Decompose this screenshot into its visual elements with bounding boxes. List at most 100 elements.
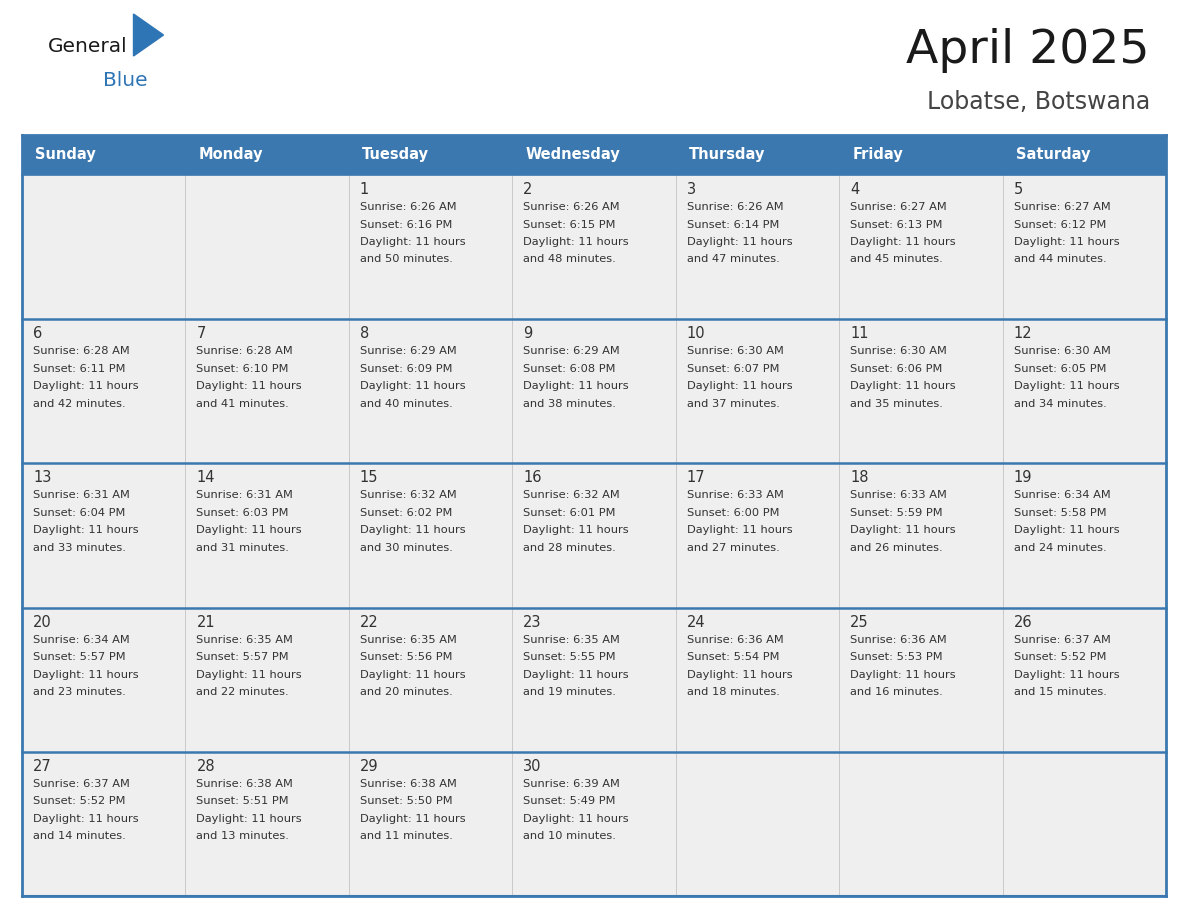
Text: Thursday: Thursday	[689, 148, 765, 162]
Text: Sunset: 5:57 PM: Sunset: 5:57 PM	[33, 652, 126, 662]
Bar	[839, 135, 1003, 175]
Text: Sunset: 6:10 PM: Sunset: 6:10 PM	[196, 364, 289, 374]
Text: Sunrise: 6:30 AM: Sunrise: 6:30 AM	[687, 346, 784, 356]
Text: 8: 8	[360, 326, 369, 341]
Text: Daylight: 11 hours: Daylight: 11 hours	[360, 669, 466, 679]
Text: 20: 20	[33, 614, 52, 630]
Text: 22: 22	[360, 614, 379, 630]
Text: Daylight: 11 hours: Daylight: 11 hours	[33, 669, 139, 679]
Text: Daylight: 11 hours: Daylight: 11 hours	[360, 237, 466, 247]
Text: Sunset: 6:16 PM: Sunset: 6:16 PM	[360, 219, 453, 230]
Text: Daylight: 11 hours: Daylight: 11 hours	[196, 525, 302, 535]
Text: and 37 minutes.: and 37 minutes.	[687, 398, 779, 409]
Text: and 31 minutes.: and 31 minutes.	[196, 543, 290, 553]
Text: Sunset: 6:14 PM: Sunset: 6:14 PM	[687, 219, 779, 230]
Text: and 23 minutes.: and 23 minutes.	[33, 687, 126, 697]
Bar	[23, 464, 1165, 608]
Text: Sunrise: 6:31 AM: Sunrise: 6:31 AM	[33, 490, 129, 500]
Text: Sunrise: 6:30 AM: Sunrise: 6:30 AM	[851, 346, 947, 356]
Text: Sunset: 5:55 PM: Sunset: 5:55 PM	[523, 652, 615, 662]
Text: Sunrise: 6:38 AM: Sunrise: 6:38 AM	[196, 778, 293, 789]
Text: Sunrise: 6:29 AM: Sunrise: 6:29 AM	[360, 346, 456, 356]
Text: and 26 minutes.: and 26 minutes.	[851, 543, 943, 553]
Text: Daylight: 11 hours: Daylight: 11 hours	[33, 381, 139, 391]
Text: Sunset: 5:50 PM: Sunset: 5:50 PM	[360, 796, 453, 806]
Text: Sunset: 6:02 PM: Sunset: 6:02 PM	[360, 508, 453, 518]
Text: and 48 minutes.: and 48 minutes.	[523, 254, 617, 264]
Text: 6: 6	[33, 326, 43, 341]
Text: and 14 minutes.: and 14 minutes.	[33, 832, 126, 841]
Text: Blue: Blue	[103, 71, 147, 90]
Text: Sunrise: 6:37 AM: Sunrise: 6:37 AM	[33, 778, 129, 789]
Text: and 20 minutes.: and 20 minutes.	[360, 687, 453, 697]
Text: 11: 11	[851, 326, 868, 341]
Text: Daylight: 11 hours: Daylight: 11 hours	[687, 237, 792, 247]
Text: and 16 minutes.: and 16 minutes.	[851, 687, 943, 697]
Bar	[512, 135, 676, 175]
Text: 28: 28	[196, 759, 215, 774]
Text: 18: 18	[851, 470, 868, 486]
Text: 19: 19	[1013, 470, 1032, 486]
Text: 21: 21	[196, 614, 215, 630]
Text: 13: 13	[33, 470, 51, 486]
Text: 29: 29	[360, 759, 379, 774]
Text: Daylight: 11 hours: Daylight: 11 hours	[851, 669, 956, 679]
Text: 1: 1	[360, 182, 369, 197]
Text: 7: 7	[196, 326, 206, 341]
Text: 12: 12	[1013, 326, 1032, 341]
Text: Sunset: 5:57 PM: Sunset: 5:57 PM	[196, 652, 289, 662]
Text: 10: 10	[687, 326, 706, 341]
Text: Sunrise: 6:36 AM: Sunrise: 6:36 AM	[851, 634, 947, 644]
Text: Daylight: 11 hours: Daylight: 11 hours	[687, 525, 792, 535]
Text: Sunrise: 6:28 AM: Sunrise: 6:28 AM	[33, 346, 129, 356]
Text: Friday: Friday	[852, 148, 903, 162]
Text: and 44 minutes.: and 44 minutes.	[1013, 254, 1106, 264]
Text: Sunset: 5:54 PM: Sunset: 5:54 PM	[687, 652, 779, 662]
Text: and 10 minutes.: and 10 minutes.	[523, 832, 617, 841]
Text: 30: 30	[523, 759, 542, 774]
Text: and 13 minutes.: and 13 minutes.	[196, 832, 290, 841]
Text: Daylight: 11 hours: Daylight: 11 hours	[196, 813, 302, 823]
Text: and 45 minutes.: and 45 minutes.	[851, 254, 943, 264]
Text: 4: 4	[851, 182, 859, 197]
Text: Daylight: 11 hours: Daylight: 11 hours	[687, 381, 792, 391]
Text: Sunset: 6:13 PM: Sunset: 6:13 PM	[851, 219, 942, 230]
Text: Sunrise: 6:28 AM: Sunrise: 6:28 AM	[196, 346, 293, 356]
Text: and 19 minutes.: and 19 minutes.	[523, 687, 617, 697]
Text: Sunrise: 6:37 AM: Sunrise: 6:37 AM	[1013, 634, 1111, 644]
Text: Daylight: 11 hours: Daylight: 11 hours	[1013, 237, 1119, 247]
Text: 16: 16	[523, 470, 542, 486]
Text: Sunrise: 6:34 AM: Sunrise: 6:34 AM	[1013, 490, 1111, 500]
Text: and 22 minutes.: and 22 minutes.	[196, 687, 289, 697]
Text: Sunset: 5:49 PM: Sunset: 5:49 PM	[523, 796, 615, 806]
Text: 26: 26	[1013, 614, 1032, 630]
Text: Daylight: 11 hours: Daylight: 11 hours	[523, 669, 628, 679]
Text: Sunset: 5:59 PM: Sunset: 5:59 PM	[851, 508, 943, 518]
Text: 25: 25	[851, 614, 868, 630]
Text: Sunset: 6:08 PM: Sunset: 6:08 PM	[523, 364, 615, 374]
Text: and 38 minutes.: and 38 minutes.	[523, 398, 617, 409]
Text: and 24 minutes.: and 24 minutes.	[1013, 543, 1106, 553]
Text: and 28 minutes.: and 28 minutes.	[523, 543, 617, 553]
Text: and 35 minutes.: and 35 minutes.	[851, 398, 943, 409]
Text: 27: 27	[33, 759, 52, 774]
Text: and 27 minutes.: and 27 minutes.	[687, 543, 779, 553]
Text: Sunrise: 6:33 AM: Sunrise: 6:33 AM	[851, 490, 947, 500]
Text: Sunrise: 6:31 AM: Sunrise: 6:31 AM	[196, 490, 293, 500]
Bar	[676, 135, 839, 175]
Text: Sunset: 6:06 PM: Sunset: 6:06 PM	[851, 364, 942, 374]
Text: Sunrise: 6:27 AM: Sunrise: 6:27 AM	[1013, 202, 1111, 212]
Text: Sunrise: 6:32 AM: Sunrise: 6:32 AM	[523, 490, 620, 500]
Text: Daylight: 11 hours: Daylight: 11 hours	[1013, 669, 1119, 679]
Polygon shape	[133, 14, 164, 56]
Text: 24: 24	[687, 614, 706, 630]
Text: 5: 5	[1013, 182, 1023, 197]
Text: Sunrise: 6:29 AM: Sunrise: 6:29 AM	[523, 346, 620, 356]
Text: Sunset: 5:52 PM: Sunset: 5:52 PM	[33, 796, 126, 806]
Text: 17: 17	[687, 470, 706, 486]
Text: Sunrise: 6:38 AM: Sunrise: 6:38 AM	[360, 778, 456, 789]
Bar	[185, 135, 349, 175]
Text: Daylight: 11 hours: Daylight: 11 hours	[523, 381, 628, 391]
Text: and 42 minutes.: and 42 minutes.	[33, 398, 126, 409]
Text: Sunset: 5:53 PM: Sunset: 5:53 PM	[851, 652, 943, 662]
